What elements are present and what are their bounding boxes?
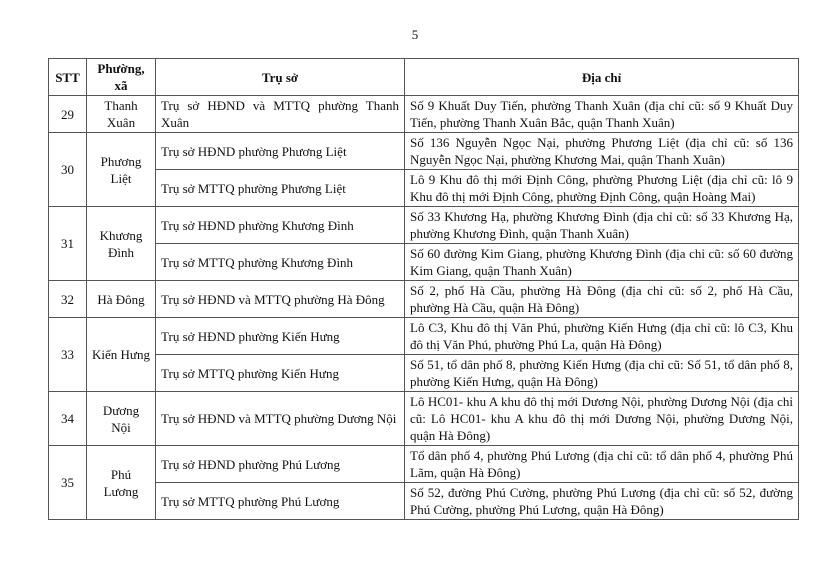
address-cell: Số 51, tổ dân phố 8, phường Kiến Hưng (đ…: [404, 354, 799, 392]
stt-cell: 30: [48, 132, 87, 207]
address-cell: Số 60 đường Kim Giang, phường Khương Đìn…: [404, 243, 799, 281]
ward-cell: Dương Nội: [86, 391, 156, 446]
table-row: Trụ sở MTTQ phường Phú Lương Số 52, đường…: [49, 482, 799, 520]
address-cell: Lô 9 Khu đô thị mới Định Công, phường Ph…: [404, 169, 799, 207]
office-cell: Trụ sở HĐND phường Kiến Hưng: [155, 317, 405, 355]
header-ward: Phường, xã: [86, 58, 156, 96]
office-cell: Trụ sở HĐND phường Khương Đình: [155, 206, 405, 244]
ward-cell: Phương Liệt: [86, 132, 156, 207]
table-row: 30 Phương Liệt Trụ sở HĐND phường Phương L…: [48, 132, 799, 207]
address-cell: Số 33 Khương Hạ, phường Khương Đình (địa…: [404, 206, 799, 244]
office-cell: Trụ sở MTTQ phường Phương Liệt: [155, 169, 405, 207]
table-row: 33 Kiến Hưng Trụ sở HĐND phường Kiến Hưng L…: [48, 317, 799, 392]
stt-cell: 32: [48, 280, 87, 318]
ward-cell: Phú Lương: [86, 445, 156, 520]
office-cell: Trụ sở HĐND và MTTQ phường Dương Nội: [155, 391, 405, 446]
office-cell: Trụ sở HĐND phường Phú Lương: [155, 445, 405, 483]
stt-cell: 29: [48, 95, 87, 133]
address-cell: Số 52, đường Phú Cường, phường Phú Lương…: [404, 482, 799, 520]
page-number: 5: [411, 27, 419, 42]
address-cell: Lô HC01- khu A khu đô thị mới Dương Nội,…: [404, 391, 799, 446]
office-cell: Trụ sở MTTQ phường Kiến Hưng: [155, 354, 405, 392]
header-office: Trụ sở: [155, 58, 405, 96]
table-row: 29 Thanh Xuân Trụ sở HĐND và MTTQ phường T…: [48, 95, 799, 133]
ward-cell: Thanh Xuân: [86, 95, 156, 133]
table-row: Trụ sở MTTQ phường Kiến Hưng Số 51, tổ dâ…: [49, 354, 799, 392]
ward-cell: Hà Đông: [86, 280, 156, 318]
ward-cell: Khương Đình: [86, 206, 156, 281]
office-cell: Trụ sở HĐND và MTTQ phường Hà Đông: [155, 280, 405, 318]
table-header-row: STT Phường, xã Trụ sở Địa chỉ: [48, 58, 799, 96]
office-cell: Trụ sở HĐND phường Phương Liệt: [155, 132, 405, 170]
address-cell: Số 136 Nguyễn Ngọc Nại, phường Phương Li…: [404, 132, 799, 170]
header-address: Địa chỉ: [404, 58, 799, 96]
address-cell: Số 9 Khuất Duy Tiến, phường Thanh Xuân (…: [404, 95, 799, 133]
office-cell: Trụ sở HĐND và MTTQ phường Thanh Xuân: [155, 95, 405, 133]
address-cell: Tổ dân phố 4, phường Phú Lương (địa chỉ …: [404, 445, 799, 483]
stt-cell: 33: [48, 317, 87, 392]
stt-cell: 34: [48, 391, 87, 446]
stt-cell: 35: [48, 445, 87, 520]
table-row: 34 Dương Nội Trụ sở HĐND và MTTQ phường Dư…: [48, 391, 799, 446]
table-row: 31 Khương Đình Trụ sở HĐND phường Khương Đ…: [48, 206, 799, 281]
stt-cell: 31: [48, 206, 87, 281]
table-row: Trụ sở MTTQ phường Khương Đình Số 60 đườn…: [49, 243, 799, 281]
office-cell: Trụ sở MTTQ phường Phú Lương: [155, 482, 405, 520]
table-row: Trụ sở MTTQ phường Phương Liệt Lô 9 Khu đ…: [49, 169, 799, 207]
ward-cell: Kiến Hưng: [86, 317, 156, 392]
office-cell: Trụ sở MTTQ phường Khương Đình: [155, 243, 405, 281]
header-stt: STT: [48, 58, 87, 96]
table-row: 35 Phú Lương Trụ sở HĐND phường Phú Lương T…: [48, 445, 799, 520]
office-address-table: STT Phường, xã Trụ sở Địa chỉ 29 Thanh Xu…: [48, 58, 799, 520]
address-cell: Số 2, phố Hà Cầu, phường Hà Đông (địa ch…: [404, 280, 799, 318]
table-row: 32 Hà Đông Trụ sở HĐND và MTTQ phường Hà Đ…: [48, 280, 799, 318]
address-cell: Lô C3, Khu đô thị Văn Phú, phường Kiến H…: [404, 317, 799, 355]
